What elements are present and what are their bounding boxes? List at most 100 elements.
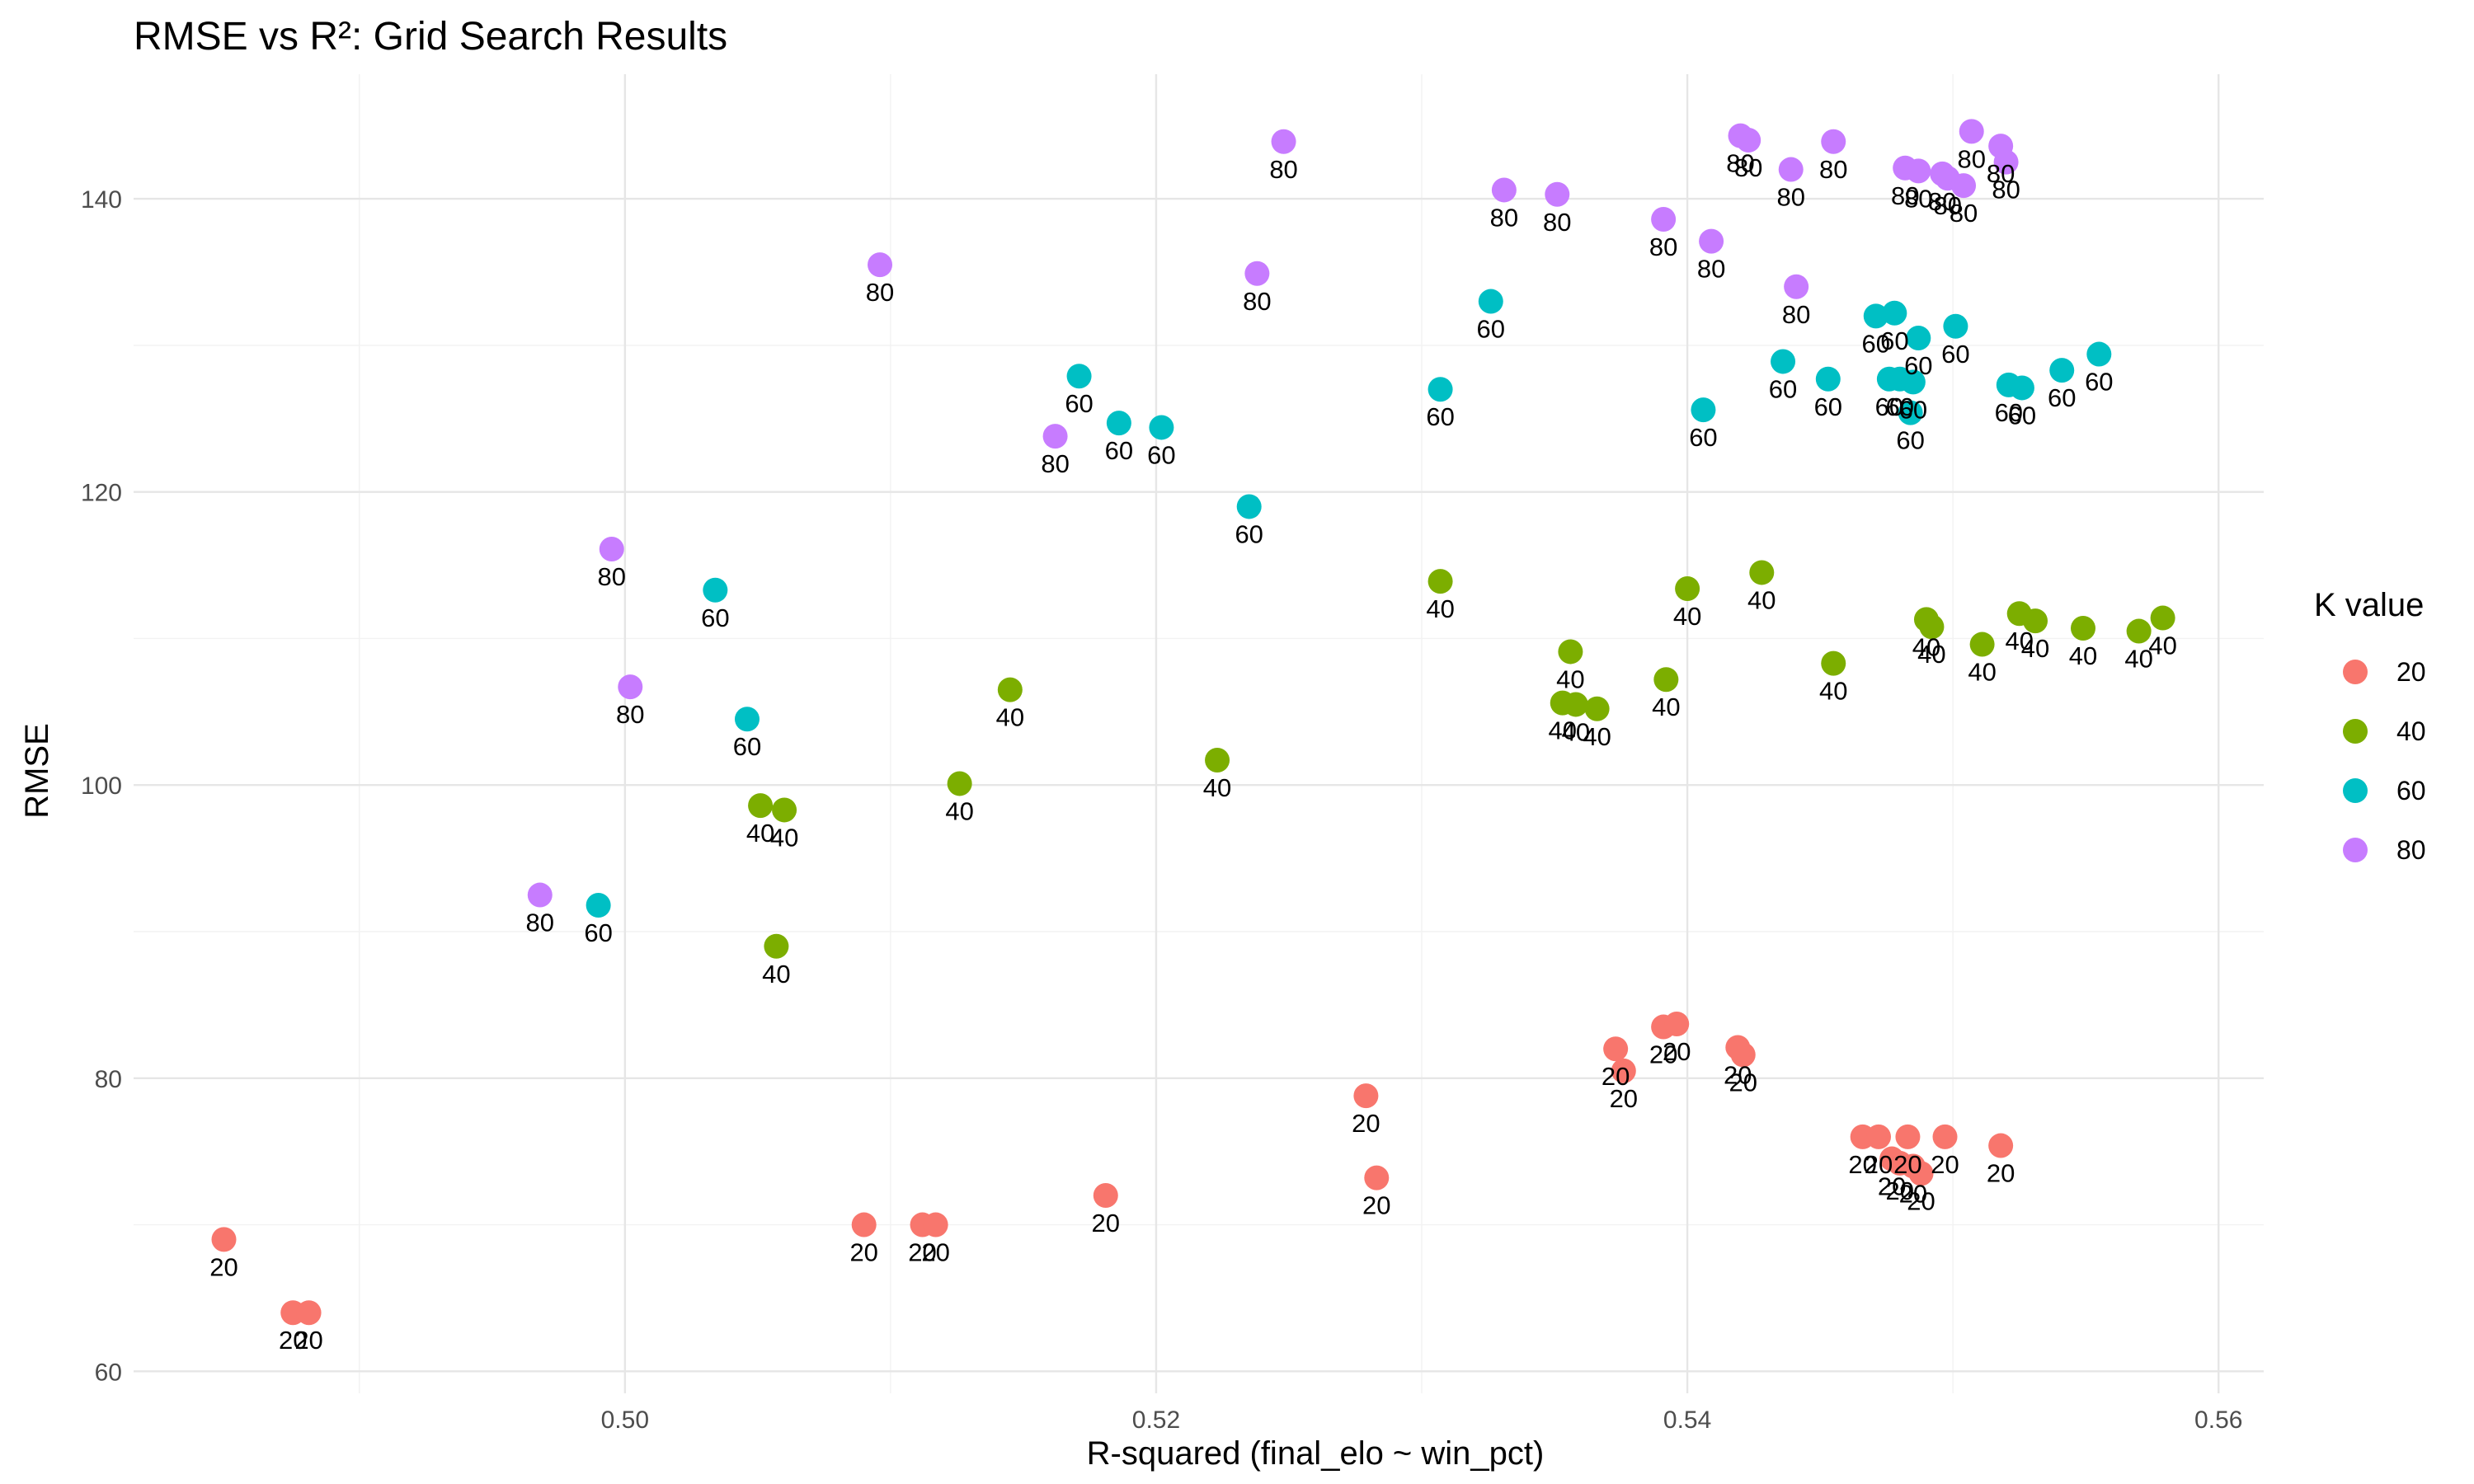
- data-point-k40: [1427, 569, 1453, 594]
- data-label-k40: 40: [1912, 632, 1940, 661]
- data-label-k20: 20: [849, 1238, 877, 1267]
- data-label-k80: 80: [1697, 255, 1725, 284]
- data-label-k80: 80: [1543, 208, 1571, 237]
- data-label-k40: 40: [1819, 677, 1847, 706]
- data-label-k20: 20: [1987, 1159, 2015, 1188]
- data-label-k80: 80: [1933, 191, 1961, 220]
- data-label-k60: 60: [701, 603, 729, 632]
- data-label-k80: 80: [1950, 199, 1978, 228]
- data-label-k40: 40: [945, 796, 973, 825]
- data-label-k40: 40: [1426, 594, 1454, 623]
- data-point-k60: [703, 577, 728, 603]
- data-label-k20: 20: [1893, 1150, 1921, 1179]
- data-point-k20: [1093, 1183, 1118, 1208]
- data-point-k60: [1815, 366, 1841, 392]
- data-point-k60: [1882, 300, 1907, 326]
- data-label-k40: 40: [762, 960, 790, 989]
- data-point-k80: [1651, 207, 1677, 232]
- chart-title: RMSE vs R²: Grid Search Results: [134, 15, 727, 59]
- y-tick-label: 60: [95, 1359, 122, 1386]
- data-point-k80: [1959, 119, 1984, 144]
- legend-label-k40: 40: [2396, 716, 2426, 746]
- data-point-k60: [1106, 411, 1131, 436]
- data-point-k20: [851, 1212, 877, 1237]
- data-point-k80: [1951, 173, 1977, 199]
- data-label-k60: 60: [1147, 440, 1175, 469]
- data-label-k60: 60: [1814, 392, 1842, 421]
- data-point-k80: [1271, 129, 1296, 154]
- data-label-k40: 40: [1203, 773, 1231, 802]
- data-point-k40: [1919, 614, 1945, 640]
- data-point-k60: [1236, 494, 1262, 519]
- data-label-k60: 60: [1105, 436, 1133, 465]
- data-point-k60: [1898, 400, 1923, 425]
- data-label-k60: 60: [1769, 374, 1797, 403]
- data-label-k60: 60: [1899, 395, 1927, 424]
- legend-key-k80: [2343, 838, 2368, 862]
- data-point-k60: [1691, 397, 1716, 423]
- data-label-k20: 20: [1602, 1062, 1630, 1091]
- data-point-k40: [1749, 560, 1775, 585]
- data-point-k60: [1066, 364, 1092, 389]
- data-label-k40: 40: [1652, 693, 1680, 721]
- data-label-k80: 80: [616, 700, 644, 729]
- legend-key-k40: [2343, 719, 2368, 744]
- data-label-k20: 20: [1724, 1060, 1752, 1089]
- data-point-k60: [1427, 377, 1453, 402]
- data-label-k20: 20: [1848, 1150, 1876, 1179]
- data-label-k60: 60: [1235, 519, 1263, 548]
- data-label-k80: 80: [1243, 287, 1271, 316]
- y-tick-label: 120: [81, 480, 122, 507]
- data-label-k60: 60: [1689, 423, 1717, 452]
- data-label-k60: 60: [1477, 315, 1505, 344]
- data-label-k40: 40: [1556, 665, 1584, 693]
- data-label-k60: 60: [1880, 326, 1908, 355]
- data-point-k20: [1353, 1083, 1379, 1109]
- data-point-k60: [1900, 369, 1926, 395]
- data-label-k40: 40: [1548, 716, 1576, 745]
- data-label-k80: 80: [1987, 159, 2015, 188]
- data-point-k80: [1244, 261, 1270, 286]
- data-point-k80: [527, 882, 553, 908]
- data-label-k60: 60: [584, 918, 612, 947]
- data-label-k60: 60: [733, 732, 761, 761]
- data-label-k80: 80: [1819, 155, 1847, 184]
- data-label-k20: 20: [1663, 1037, 1691, 1066]
- legend-label-k20: 20: [2396, 657, 2426, 687]
- data-label-k20: 20: [294, 1326, 322, 1355]
- data-point-k40: [2070, 616, 2095, 641]
- data-label-k80: 80: [1649, 232, 1677, 261]
- data-point-k20: [1603, 1036, 1629, 1062]
- data-point-k20: [296, 1300, 322, 1326]
- data-label-k80: 80: [1992, 176, 2020, 204]
- data-point-k40: [2023, 608, 2048, 634]
- data-label-k40: 40: [1583, 722, 1611, 751]
- legend-key-k20: [2343, 660, 2368, 684]
- x-tick-label: 0.52: [1132, 1407, 1180, 1434]
- data-label-k40: 40: [770, 823, 798, 852]
- data-point-k20: [1664, 1012, 1690, 1036]
- data-label-k60: 60: [1886, 392, 1914, 421]
- data-point-k80: [1993, 149, 2019, 175]
- data-point-k60: [1771, 349, 1796, 374]
- data-point-k20: [1611, 1058, 1636, 1083]
- data-point-k80: [618, 674, 643, 700]
- data-label-k60: 60: [1875, 392, 1903, 421]
- data-point-k40: [1675, 576, 1700, 601]
- data-point-k20: [1364, 1165, 1390, 1190]
- data-label-k40: 40: [2069, 641, 2097, 670]
- data-point-k40: [997, 677, 1023, 702]
- data-point-k80: [868, 252, 893, 278]
- data-label-k20: 20: [1729, 1068, 1757, 1097]
- data-label-k80: 80: [526, 909, 554, 937]
- data-label-k20: 20: [209, 1252, 238, 1281]
- data-point-k20: [1730, 1042, 1756, 1068]
- data-label-k60: 60: [1941, 340, 1969, 369]
- data-point-k20: [1908, 1161, 1934, 1186]
- data-label-k80: 80: [1782, 300, 1810, 329]
- data-point-k60: [1906, 326, 1931, 350]
- data-label-k60: 60: [1896, 426, 1924, 455]
- data-point-k20: [923, 1212, 948, 1237]
- grid-lines: [134, 74, 2264, 1393]
- data-label-k40: 40: [2005, 627, 2033, 655]
